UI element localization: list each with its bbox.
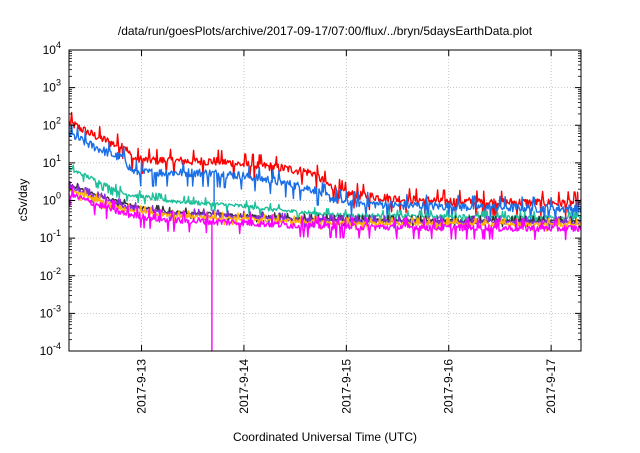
y-tick-label: 103 [43,78,61,95]
y-tick-label: 101 [43,153,61,170]
series-group [68,111,582,352]
y-tick-base: 10 [40,306,54,320]
x-axis-label: Coordinated Universal Time (UTC) [233,430,417,444]
y-tick-exponent: 4 [56,40,61,50]
y-tick-label: 10-1 [40,228,61,245]
y-tick-label: 10-3 [40,303,61,320]
x-tick-label: 2017-9-13 [135,359,149,414]
y-tick-label: 100 [43,191,61,208]
y-tick-base: 10 [43,43,57,57]
y-tick-base: 10 [40,344,54,358]
x-tick-label: 2017-9-14 [237,359,251,414]
y-tick-base: 10 [43,118,57,132]
y-tick-base: 10 [40,269,54,283]
y-tick-exponent: -1 [53,228,61,238]
x-axis: 2017-9-13 2017-9-14 2017-9-15 2017-9-16 2017… [135,50,558,414]
chart-title: /data/run/goesPlots/archive/2017-09-17/0… [118,24,533,38]
y-axis-label: cSv/day [16,179,30,222]
y-tick-exponent: -3 [53,303,61,313]
y-tick-base: 10 [43,156,57,170]
y-tick-label: 104 [43,40,61,57]
y-tick-exponent: 0 [56,191,61,201]
y-tick-exponent: 1 [56,153,61,163]
y-tick-label: 102 [43,115,61,132]
y-tick-label: 10-4 [40,341,61,358]
x-tick-label: 2017-9-15 [339,359,353,414]
series-line-3 [68,164,582,225]
grid [69,50,581,351]
y-tick-exponent: 2 [56,115,61,125]
y-tick-base: 10 [43,81,57,95]
y-tick-base: 10 [43,194,57,208]
series-line-1 [68,111,582,218]
y-tick-label: 10-2 [40,266,61,283]
series-line-2 [68,123,582,223]
y-tick-exponent: 3 [56,78,61,88]
x-tick-label: 2017-9-17 [544,359,558,414]
series-line-7 [68,185,582,352]
x-tick-label: 2017-9-16 [442,359,456,414]
y-tick-exponent: -4 [53,341,61,351]
y-tick-base: 10 [40,231,54,245]
y-tick-exponent: -2 [53,266,61,276]
